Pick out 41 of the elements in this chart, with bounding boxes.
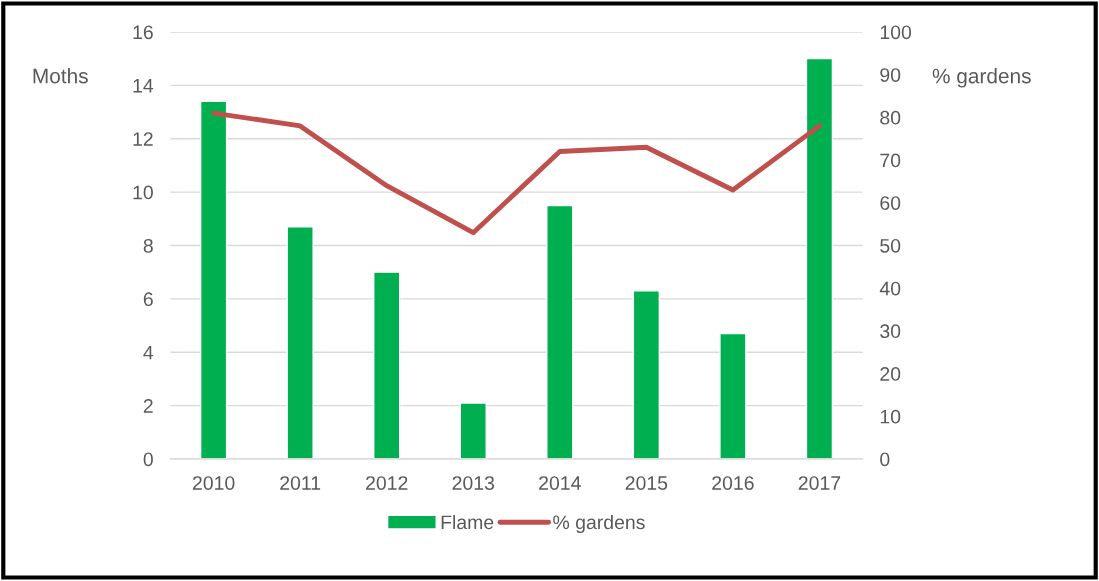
y-tick-label: 12 (133, 132, 153, 146)
x-tick-label: 2016 (712, 476, 754, 490)
x-tick-label: 2012 (366, 476, 408, 490)
y2-tick-label: 10 (880, 409, 901, 424)
y2-tick-label: 60 (880, 196, 901, 211)
y2-tick-label: 90 (880, 68, 901, 82)
y-tick-label: 14 (133, 79, 154, 93)
bar (199, 100, 228, 459)
y-tick-label: 8 (143, 238, 153, 253)
bar (286, 226, 314, 459)
y2-tick-label: 50 (880, 238, 901, 253)
bar (459, 402, 487, 459)
x-tick-label: 2013 (452, 476, 495, 490)
x-tick-label: 2017 (798, 476, 841, 490)
y2-tick-label: 80 (880, 110, 901, 125)
y-tick-label: 4 (143, 345, 154, 360)
y-tick-label: 16 (133, 25, 153, 40)
x-tick-label: 2010 (192, 476, 235, 490)
y2-tick-label: 30 (880, 324, 901, 339)
bar (805, 57, 834, 459)
bar (719, 332, 747, 459)
y2-tick-label: 0 (880, 452, 890, 467)
y2-axis-title: % gardens (932, 68, 1031, 88)
y2-tick-label: 20 (880, 367, 901, 381)
y-tick-label: 10 (133, 185, 153, 200)
legend-label: % gardens (553, 514, 645, 534)
x-tick-label: 2015 (625, 476, 668, 490)
x-tick-label: 2011 (280, 476, 321, 490)
bar (373, 271, 401, 459)
x-tick-label: 2014 (539, 476, 581, 490)
y-tick-label: 2 (143, 399, 153, 413)
legend-label: Flame (441, 514, 494, 530)
y-axis-title: Moths (33, 68, 88, 84)
bar (546, 204, 574, 459)
y2-tick-label: 100 (880, 25, 912, 40)
line-series (211, 110, 822, 236)
bar (632, 290, 661, 459)
y-tick-label: 6 (143, 292, 153, 307)
y2-tick-label: 40 (879, 281, 901, 296)
y-tick-label: 0 (143, 452, 153, 467)
y2-tick-label: 70 (880, 153, 901, 168)
